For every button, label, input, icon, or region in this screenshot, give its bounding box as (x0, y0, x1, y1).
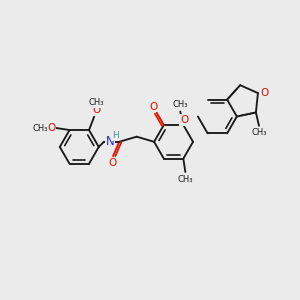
Text: N: N (106, 135, 114, 148)
Text: CH₃: CH₃ (32, 124, 48, 133)
Text: O: O (92, 105, 100, 115)
Text: CH₃: CH₃ (178, 175, 193, 184)
Text: CH₃: CH₃ (172, 100, 188, 109)
Text: O: O (47, 123, 55, 133)
Text: H: H (112, 131, 119, 140)
Text: O: O (260, 88, 268, 98)
Text: O: O (108, 158, 116, 168)
Text: O: O (180, 115, 188, 125)
Text: O: O (149, 102, 158, 112)
Text: CH₃: CH₃ (251, 128, 267, 137)
Text: CH₃: CH₃ (88, 98, 104, 107)
